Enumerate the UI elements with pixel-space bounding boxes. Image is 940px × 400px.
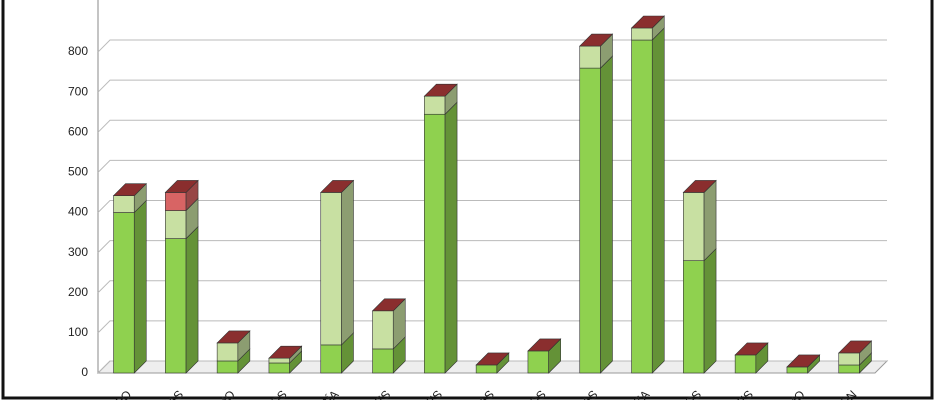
x-tick-label: DO <box>112 387 135 400</box>
y-tick-label: 400 <box>68 205 88 219</box>
bar-front <box>372 310 394 350</box>
bar-front <box>838 364 860 374</box>
bar-front <box>268 362 290 374</box>
bar-front <box>320 192 342 346</box>
x-tick-label: MO <box>214 387 238 400</box>
y-tick-label: 200 <box>68 285 88 299</box>
bar <box>216 330 251 362</box>
bar-cap <box>475 352 510 366</box>
bar-front <box>320 344 342 374</box>
bar <box>320 332 354 374</box>
bar-cap <box>734 342 769 356</box>
bar <box>424 101 458 374</box>
bar-front <box>734 354 757 374</box>
bar-cap <box>112 183 147 196</box>
bar-front <box>268 357 290 364</box>
bar-cap <box>630 15 665 29</box>
bar-side <box>703 247 717 374</box>
grid-line <box>97 39 887 53</box>
grid-line <box>97 200 887 213</box>
bar-front <box>165 192 187 211</box>
bar-front <box>372 348 394 374</box>
bar-side <box>600 55 613 374</box>
bar-front <box>165 238 187 374</box>
bar <box>631 15 665 41</box>
bar-front <box>165 210 187 239</box>
bar-side <box>185 225 199 374</box>
bar-side <box>133 199 147 374</box>
bar-front <box>527 350 549 374</box>
bar <box>683 179 717 262</box>
bar-cap <box>579 33 614 47</box>
grid-line <box>97 280 887 294</box>
bar-front <box>631 27 653 41</box>
bar-front <box>786 366 808 374</box>
bar <box>268 350 302 374</box>
bar <box>579 33 613 69</box>
bar-front <box>683 260 705 374</box>
bar-cap <box>164 180 199 193</box>
bar <box>683 247 717 374</box>
grid-line <box>97 119 887 133</box>
bar-front <box>683 192 705 261</box>
bar-front <box>113 195 135 213</box>
bar-cap <box>786 354 821 368</box>
bar <box>165 225 199 374</box>
x-tick-label: MO <box>784 387 808 400</box>
bar-front <box>579 67 601 374</box>
bar <box>579 55 613 374</box>
grid-line <box>97 360 887 374</box>
x-tick-label: IOS <box>524 387 549 400</box>
bar-front <box>579 45 601 69</box>
bar-front <box>424 95 446 115</box>
bar-cap <box>682 180 717 193</box>
bar-cap <box>320 180 355 193</box>
x-tick-label: IOS <box>265 387 290 400</box>
bar-cap <box>216 330 251 344</box>
bar-cap <box>423 83 458 97</box>
bar <box>320 179 354 346</box>
bar-side <box>651 27 665 374</box>
bar <box>631 27 665 374</box>
bar-front <box>216 342 239 362</box>
grid-line <box>97 159 887 173</box>
bar-cap <box>268 345 303 359</box>
x-tick-label: CÍA <box>317 387 342 400</box>
bar-cap <box>527 338 562 352</box>
bar-side <box>703 179 717 262</box>
bar <box>838 340 872 366</box>
y-tick-label: 300 <box>68 245 88 259</box>
y-tick-label: 0 <box>81 365 88 379</box>
y-tick-label: 500 <box>68 165 88 179</box>
bar-front <box>475 364 498 374</box>
bar-side <box>444 101 458 374</box>
bar-front <box>113 212 135 374</box>
bar-cap <box>371 298 406 312</box>
bar <box>527 338 561 374</box>
bar-front <box>631 39 653 374</box>
x-tick-label: IOS <box>680 387 705 400</box>
bar-front <box>838 352 860 366</box>
grid-line <box>97 240 887 254</box>
bar <box>165 197 199 240</box>
y-tick-label: 600 <box>68 124 88 138</box>
bar-cap <box>838 340 873 354</box>
bar-front <box>216 360 239 374</box>
y-tick-label: 700 <box>68 84 88 98</box>
grid-line <box>97 320 887 334</box>
grid-line <box>97 79 887 93</box>
y-tick-label: 800 <box>68 44 88 58</box>
bar-side <box>341 179 354 346</box>
bar <box>113 199 147 374</box>
bar <box>734 342 769 374</box>
bar-front <box>424 113 446 374</box>
x-tick-label: IAS <box>162 387 186 400</box>
y-tick-label: 100 <box>68 325 88 339</box>
bar <box>372 298 406 350</box>
